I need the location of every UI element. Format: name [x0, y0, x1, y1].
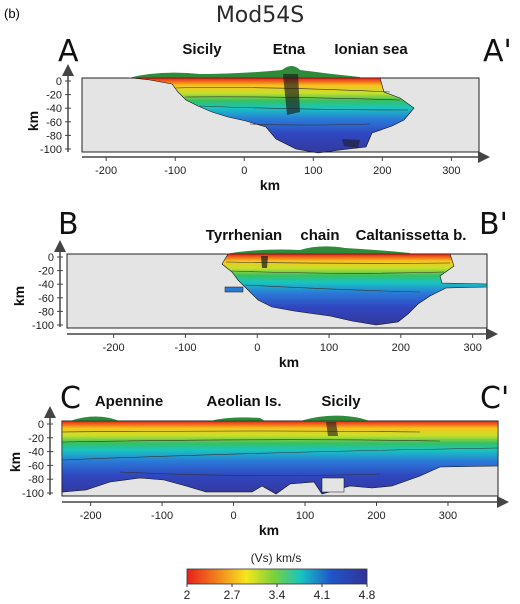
place-label: Etna: [273, 41, 306, 58]
y-tick-label: -40: [28, 447, 44, 459]
panel-a: A A' Sicily Etna Ionian sea km km: [25, 34, 512, 193]
y-tick-label: -100: [32, 320, 54, 332]
seismicity-cluster: [326, 422, 338, 436]
y-tick-label: -20: [46, 90, 62, 102]
velocity-contour: [61, 447, 499, 461]
y-tick-label: -60: [38, 293, 54, 305]
section-start-label: A: [58, 34, 79, 69]
axis-ticks: -200 -100 0 100 200 300 0 -20-40 -60-80 -100: [32, 252, 482, 354]
y-tick-label: -60: [46, 117, 62, 129]
y-axis-label: km: [11, 286, 27, 306]
colorbar-tick-label: 4.1: [314, 588, 331, 602]
section-end-label: B': [479, 207, 508, 242]
x-tick-label: 200: [392, 342, 410, 354]
place-label: Caltanissetta b.: [356, 227, 467, 244]
place-label: chain: [300, 227, 339, 244]
place-label: Apennine: [95, 393, 163, 410]
section-start-label: B: [58, 207, 79, 242]
colorbar-ticks: 2 2.7 3.4 4.1 4.8: [184, 584, 376, 602]
axis-ticks: -200 -100 0 100 200 300 0 -20-40 -60-80 -100: [40, 76, 461, 177]
y-tick-label: -80: [46, 130, 62, 142]
topography: [70, 415, 370, 421]
y-tick-label: 0: [38, 419, 44, 431]
y-axis-label: km: [25, 111, 41, 131]
colorbar-tick-label: 3.4: [269, 588, 286, 602]
y-tick-label: 0: [48, 252, 54, 264]
y-tick-label: 0: [56, 76, 62, 88]
seismicity-cluster: [283, 74, 300, 115]
velocity-contour: [231, 270, 445, 274]
x-tick-label: 300: [439, 510, 457, 522]
x-tick-label: -200: [95, 165, 117, 177]
y-tick-label: -40: [46, 103, 62, 115]
colorbar-tick-label: 2.7: [224, 588, 241, 602]
x-tick-label: 100: [320, 342, 338, 354]
topography: [128, 66, 360, 78]
topography: [225, 246, 410, 254]
x-axis-label: km: [260, 177, 280, 193]
x-tick-label: 0: [241, 165, 247, 177]
velocity-contour: [174, 87, 391, 93]
velocity-contour: [61, 439, 441, 443]
x-tick-label: 0: [230, 510, 236, 522]
x-axis-label: km: [259, 522, 279, 538]
x-tick-label: -100: [174, 342, 196, 354]
section-end-label: A': [483, 34, 512, 69]
y-tick-label: -20: [38, 266, 54, 278]
x-tick-label: 100: [304, 165, 322, 177]
place-label: Ionian sea: [334, 41, 408, 58]
place-label: Aeolian Is.: [206, 393, 281, 410]
section-start-label: C: [60, 381, 81, 416]
y-tick-label: -80: [28, 474, 44, 486]
velocity-contour: [199, 105, 409, 111]
axis-ticks: -200 -100 0 100 200 300 0 -20 -40-60 -80 -100: [22, 419, 457, 522]
section-end-label: C': [480, 381, 509, 416]
velocity-contour: [249, 123, 371, 126]
y-tick-label: -60: [28, 460, 44, 472]
x-tick-label: 300: [442, 165, 460, 177]
figure-title: Mod54S: [216, 3, 304, 28]
panel-b: B B' Tyrrhenian chain Caltanissetta b. k…: [11, 207, 508, 370]
velocity-contour: [119, 471, 381, 476]
x-tick-label: 300: [463, 342, 481, 354]
y-tick-label: -20: [28, 433, 44, 445]
x-axis-label: km: [279, 354, 299, 370]
y-tick-label: -80: [38, 306, 54, 318]
colorbar: (Vs) km/s 2 2.7 3.4 4.1 4.8: [184, 551, 376, 602]
x-tick-label: 200: [373, 165, 391, 177]
velocity-model: [61, 420, 499, 495]
velocity-contour: [244, 284, 421, 293]
y-tick-label: -100: [22, 488, 44, 500]
colorbar-gradient: [186, 568, 368, 585]
y-axis-label: km: [7, 452, 23, 472]
x-tick-label: 200: [367, 510, 385, 522]
x-tick-label: 100: [296, 510, 314, 522]
colorbar-tick-label: 2: [184, 588, 191, 602]
velocity-contour: [225, 261, 451, 264]
place-label: Sicily: [182, 41, 222, 58]
no-data-pocket: [321, 477, 345, 493]
seismicity-cluster: [342, 139, 360, 148]
panel-tag: (b): [4, 6, 20, 21]
panel-c: C C' Apennine Aeolian Is. Sicily km km: [7, 381, 509, 538]
velocity-model: [221, 253, 488, 326]
seismicity-cluster: [261, 256, 268, 268]
y-tick-label: -100: [40, 144, 62, 156]
x-tick-label: 0: [254, 342, 260, 354]
model-fragment: [224, 286, 244, 293]
velocity-contour: [184, 96, 401, 101]
colorbar-title: (Vs) km/s: [251, 551, 302, 565]
place-label: Tyrrhenian: [206, 227, 282, 244]
x-tick-label: -100: [151, 510, 173, 522]
colorbar-tick-label: 4.8: [359, 588, 376, 602]
y-tick-label: -40: [38, 279, 54, 291]
velocity-contour: [61, 430, 421, 433]
x-tick-label: -200: [80, 510, 102, 522]
x-tick-label: -200: [103, 342, 125, 354]
x-tick-label: -100: [164, 165, 186, 177]
place-label: Sicily: [321, 393, 361, 410]
